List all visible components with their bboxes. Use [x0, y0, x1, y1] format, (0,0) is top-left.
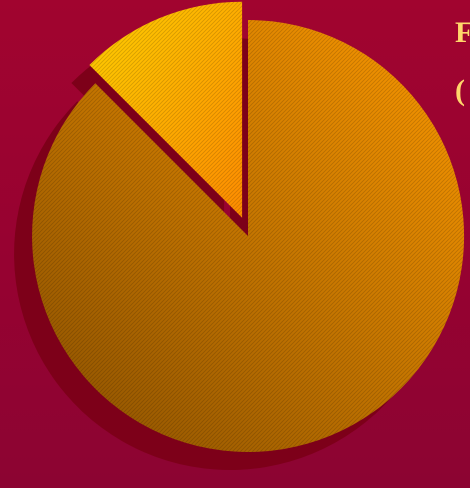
pie-slice-hatch-1	[32, 19, 465, 452]
pie-slice-hatch-2	[89, 1, 243, 218]
slide-heading-line-1: F	[455, 16, 470, 49]
slide-heading-line-2: (	[455, 74, 465, 107]
